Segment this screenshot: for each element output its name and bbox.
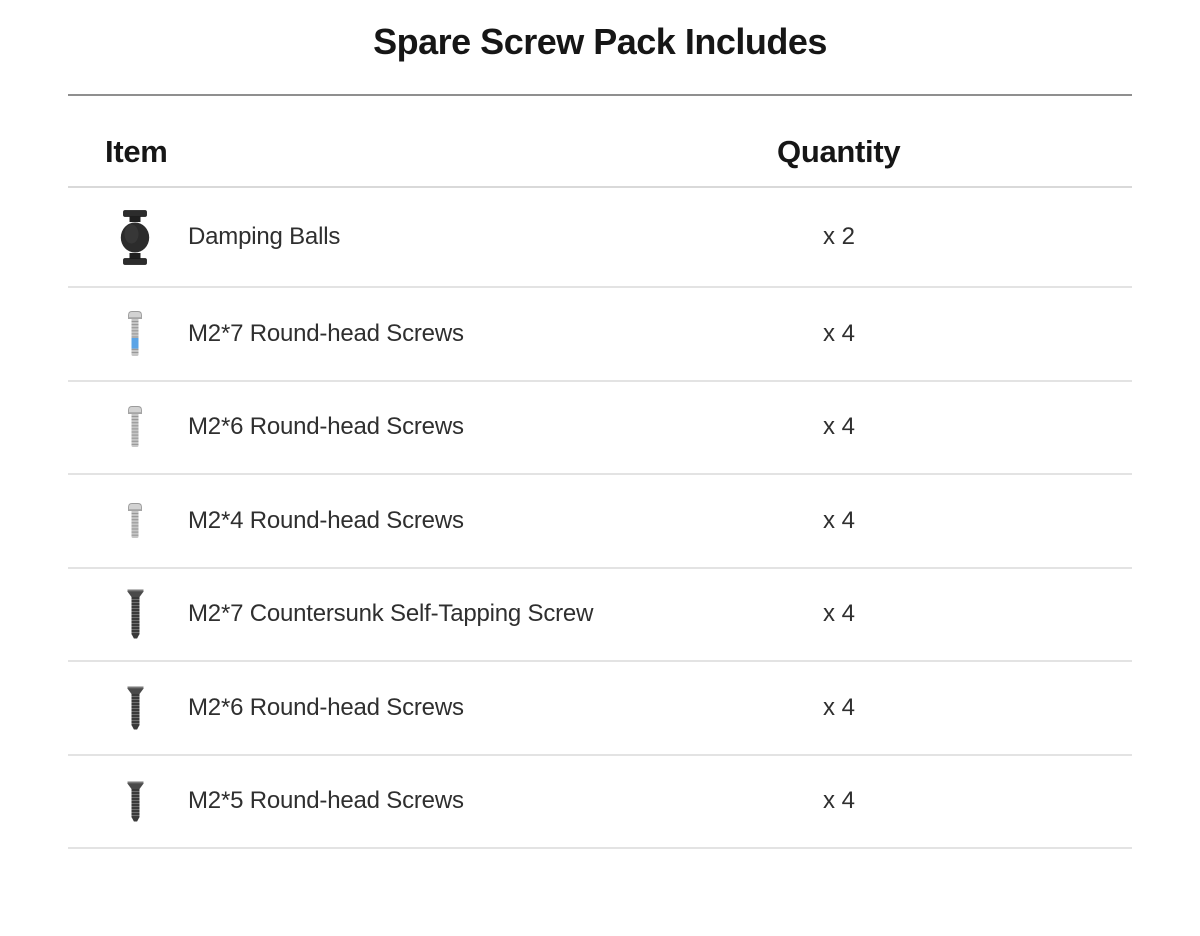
item-quantity: x 4 <box>823 693 856 721</box>
item-quantity: x 2 <box>823 223 856 250</box>
table-row: M2*7 Countersunk Self-Tapping Screw x 4 <box>68 569 1132 662</box>
item-quantity: x 4 <box>823 506 856 534</box>
item-label: Damping Balls <box>188 223 341 250</box>
item-label: M2*6 Round-head Screws <box>188 413 464 441</box>
item-quantity: x 4 <box>823 413 856 441</box>
item-label: M2*6 Round-head Screws <box>188 693 464 721</box>
title-section: Spare Screw Pack Includes <box>68 0 1132 96</box>
item-label: M2*5 Round-head Screws <box>188 787 464 815</box>
item-label: M2*4 Round-head Screws <box>188 506 464 534</box>
screw-m2x7-countersunk-dark-icon <box>101 589 169 639</box>
column-header-quantity: Quantity <box>777 134 901 169</box>
item-quantity: x 4 <box>823 787 856 815</box>
column-header-item: Item <box>105 134 168 169</box>
item-quantity: x 4 <box>823 600 856 628</box>
damping-ball-icon <box>101 209 169 265</box>
screw-m2x7-round-silver-blue-icon <box>101 310 169 357</box>
table-header-row: Item Quantity <box>68 96 1132 188</box>
table-row: M2*7 Round-head Screws x 4 <box>68 288 1132 382</box>
item-label: M2*7 Countersunk Self-Tapping Screw <box>188 600 594 628</box>
table-row: M2*6 Round-head Screws x 4 <box>68 382 1132 475</box>
screw-m2x6-round-silver-icon <box>101 406 169 448</box>
table-row: Damping Balls x 2 <box>68 188 1132 288</box>
item-label: M2*7 Round-head Screws <box>188 319 464 347</box>
table-row: M2*6 Round-head Screws x 4 <box>68 662 1132 756</box>
screw-m2x4-round-silver-icon <box>101 502 169 539</box>
screw-m2x5-round-dark-icon <box>101 781 169 822</box>
parts-table-body: Damping Balls x 2 M2*7 Round-head Screws… <box>68 188 1132 849</box>
screw-m2x6-round-dark-icon <box>101 686 169 730</box>
table-row: M2*4 Round-head Screws x 4 <box>68 475 1132 569</box>
page-title: Spare Screw Pack Includes <box>373 21 827 62</box>
item-quantity: x 4 <box>823 319 856 347</box>
table-row: M2*5 Round-head Screws x 4 <box>68 756 1132 849</box>
